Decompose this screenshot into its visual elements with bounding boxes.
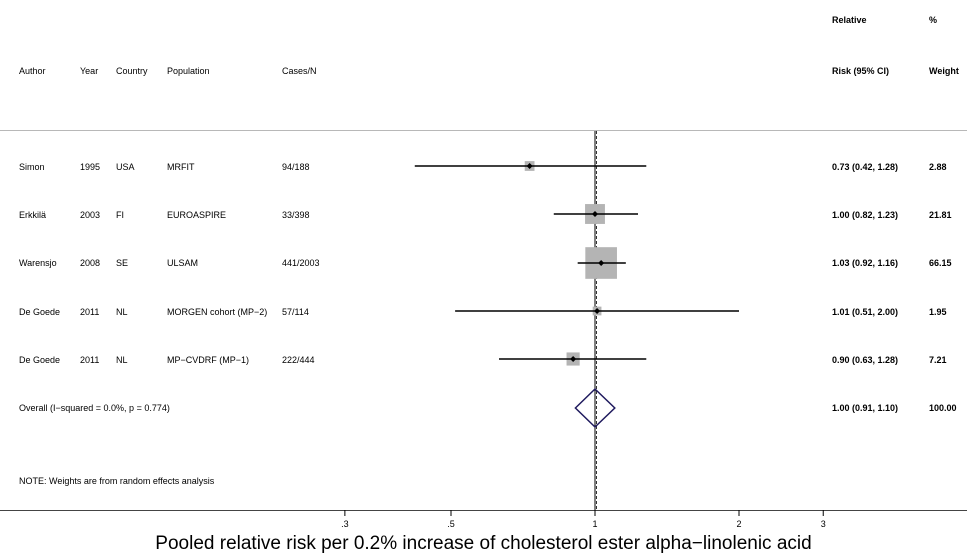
overall-diamond [574,387,616,429]
row-population: MRFIT [167,162,195,172]
x-tick-label: .5 [447,519,455,529]
x-axis-label: Pooled relative risk per 0.2% increase o… [155,533,812,554]
point-estimate [594,308,601,314]
row-weight: 21.81 [929,210,952,220]
row-country: USA [116,162,135,172]
row-weight: 2.88 [929,162,947,172]
row-author: Simon [19,162,45,172]
row-year: 2003 [80,210,101,220]
header-cases: Cases/N [282,66,317,76]
x-tick-label: .3 [341,519,349,529]
header-separator [0,130,967,131]
header-author: Author [19,66,46,76]
row-year: 2011 [80,355,100,365]
row-cases: 57/114 [282,307,309,317]
header-rr-line1: Relative [832,15,867,25]
note-text: NOTE: Weights are from random effects an… [19,476,215,486]
point-estimate [592,211,598,217]
row-country: SE [116,258,129,268]
row-population: MORGEN cohort (MP−2) [167,307,268,317]
row-year: 2011 [80,307,100,317]
header-rr-line2: Risk (95% CI) [832,66,890,76]
point-estimate [526,163,533,169]
row-author: Erkkilä [19,210,47,220]
row-weight: 66.15 [929,258,952,268]
overall-rr-text: 1.00 (0.91, 1.10) [832,403,899,413]
header-population: Population [167,66,210,76]
row-author: Warensjo [19,258,57,268]
row-population: ULSAM [167,258,199,268]
overall-weight: 100.00 [929,403,957,413]
x-tick-label: 3 [821,519,826,529]
row-rr-text: 1.00 (0.82, 1.23) [832,210,899,220]
row-cases: 222/444 [282,355,315,365]
row-rr-text: 0.90 (0.63, 1.28) [832,355,899,365]
row-author: De Goede [19,307,61,317]
row-weight: 1.95 [929,307,947,317]
header-year: Year [80,66,99,76]
row-rr-text: 1.01 (0.51, 2.00) [832,307,899,317]
point-estimate [570,356,577,362]
row-cases: 33/398 [282,210,310,220]
header-weight-line2: Weight [929,66,959,76]
header-weight-line1: % [929,15,938,25]
row-author: De Goede [19,355,61,365]
x-tick-label: 1 [592,519,597,529]
row-cases: 94/188 [282,162,310,172]
row-country: NL [116,355,128,365]
row-year: 2008 [80,258,101,268]
row-cases: 441/2003 [282,258,320,268]
overall-label: Overall (I−squared = 0.0%, p = 0.774) [19,403,170,413]
row-country: FI [116,210,124,220]
row-population: MP−CVDRF (MP−1) [167,355,250,365]
header-country: Country [116,66,148,76]
x-tick-label: 2 [736,519,741,529]
point-estimate [598,260,605,266]
row-rr-text: 1.03 (0.92, 1.16) [832,258,899,268]
x-axis-line [0,510,967,511]
row-rr-text: 0.73 (0.42, 1.28) [832,162,899,172]
row-country: NL [116,307,128,317]
row-weight: 7.21 [929,355,947,365]
row-population: EUROASPIRE [167,210,227,220]
row-year: 1995 [80,162,101,172]
